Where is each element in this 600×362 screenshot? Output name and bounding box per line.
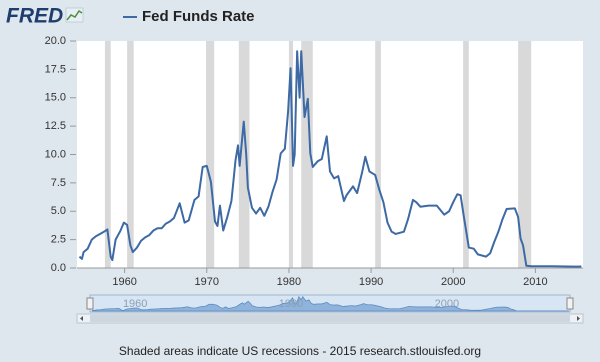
y-tick-label: 20.0: [45, 35, 66, 47]
x-tick-label: 1990: [359, 276, 383, 288]
x-tick-label: 1970: [195, 276, 219, 288]
footer: Shaded areas indicate US recessions - 20…: [119, 344, 481, 358]
x-tick-label: 1980: [277, 276, 301, 288]
nav-handle[interactable]: [86, 297, 94, 310]
recession-band: [288, 41, 294, 268]
recession-band: [205, 41, 215, 268]
plot-area: [77, 41, 583, 268]
recession-band: [375, 41, 381, 268]
scrollbar-thumb[interactable]: [90, 315, 570, 322]
recession-band: [104, 41, 111, 268]
legend-label: Fed Funds Rate: [142, 8, 255, 25]
y-tick-label: 15.0: [45, 92, 66, 104]
y-tick-label: 0.0: [51, 262, 66, 274]
logo: FRED: [6, 5, 63, 28]
recession-band: [518, 41, 532, 268]
y-tick-label: 5.0: [51, 205, 66, 217]
scroll-right: [577, 316, 580, 321]
line: [78, 50, 582, 268]
logo-icon: [65, 7, 84, 23]
recession-band: [463, 41, 469, 268]
nav-handle[interactable]: [566, 297, 574, 310]
nav-area: [91, 295, 569, 312]
y-tick-label: 17.5: [45, 63, 66, 75]
recession-band: [301, 41, 313, 268]
nav-tick-label: 1960: [123, 298, 147, 310]
recession-band: [127, 41, 134, 268]
y-tick-label: 7.5: [51, 177, 66, 189]
x-tick-label: 1960: [112, 276, 136, 288]
x-tick-label: 2010: [523, 276, 547, 288]
y-tick-label: 2.5: [51, 234, 66, 246]
nav-tick-label: 1980: [279, 298, 303, 310]
y-tick-label: 12.5: [45, 120, 66, 132]
x-tick-label: 2000: [441, 276, 465, 288]
nav-tick-label: 2000: [435, 298, 459, 310]
y-tick-label: 10.0: [45, 148, 66, 160]
recession-band: [238, 41, 250, 268]
scroll-left: [80, 316, 83, 321]
